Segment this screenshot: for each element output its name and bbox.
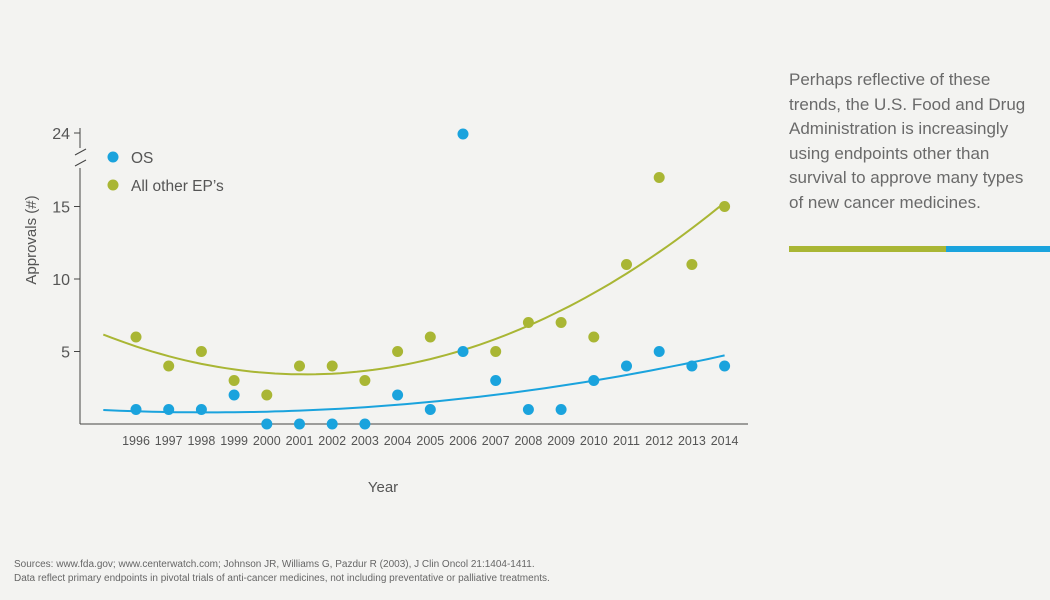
trendline-other	[102, 201, 726, 376]
x-tick-label: 2011	[613, 434, 640, 448]
accent-bar-green	[789, 246, 946, 252]
x-tick-label: 2003	[351, 434, 379, 448]
os-point	[130, 404, 142, 415]
y-tick-label: 10	[52, 272, 70, 289]
y-axis-title: Approvals (#)	[23, 195, 40, 284]
x-tick-label: 2005	[416, 434, 444, 448]
other-ep-point	[294, 360, 305, 372]
other-ep-point	[163, 360, 175, 372]
os-point	[555, 404, 567, 415]
data-note-line: Data reflect primary endpoints in pivota…	[14, 573, 550, 584]
other-ep-point	[424, 331, 436, 343]
other-ep-point	[392, 346, 404, 357]
os-point	[228, 389, 240, 401]
other-ep-point	[588, 331, 600, 343]
legend-label: All other EP’s	[131, 178, 224, 195]
x-tick-label: 2000	[253, 434, 281, 448]
x-tick-label: 2014	[711, 434, 739, 448]
other-ep-point	[490, 346, 502, 357]
legend-label: OS	[131, 150, 153, 167]
other-ep-point	[653, 172, 665, 183]
x-tick-label: 2002	[318, 434, 346, 448]
x-tick-label: 2007	[482, 434, 510, 448]
trendline-os	[103, 354, 725, 414]
axes: 5 10 15 24 1996 1997 1998 1999 2000 2001 2002 2003 2…	[23, 126, 748, 496]
x-tick-label: 1996	[122, 434, 150, 448]
legend-marker-other	[107, 179, 119, 191]
other-ep-point	[195, 346, 207, 357]
os-point	[457, 128, 469, 140]
x-tick-label: 2012	[645, 434, 673, 448]
os-point	[588, 375, 600, 386]
x-tick-label: 2010	[580, 434, 608, 448]
x-tick-label: 2006	[449, 434, 477, 448]
os-point	[424, 404, 436, 415]
os-point	[621, 360, 632, 372]
x-tick-label: 2004	[384, 434, 412, 448]
x-tick-label: 2008	[514, 434, 542, 448]
accent-bar	[789, 246, 1050, 252]
axis-break-mark	[74, 159, 87, 167]
other-ep-point	[130, 331, 142, 343]
x-tick-label: 2001	[286, 434, 314, 448]
os-point	[522, 404, 534, 415]
other-ep-point	[522, 317, 534, 328]
y-tick-label: 15	[52, 200, 70, 217]
other-ep-point	[228, 375, 240, 386]
x-tick-label: 1998	[187, 434, 215, 448]
x-tick-label: 2013	[678, 434, 706, 448]
os-point	[294, 418, 305, 430]
other-ep-point	[261, 389, 273, 401]
x-tick-label: 2009	[547, 434, 575, 448]
other-ep-point	[719, 201, 731, 212]
y-tick-label: 5	[61, 345, 70, 362]
x-axis-title: Year	[368, 479, 398, 496]
os-point	[457, 346, 469, 357]
os-point	[490, 375, 502, 386]
accent-bar-blue	[945, 246, 1050, 252]
other-ep-point	[686, 259, 698, 270]
os-point	[392, 389, 404, 401]
y-tick-label: 24	[52, 126, 70, 143]
other-ep-point	[326, 360, 338, 372]
axis-break-mark	[74, 148, 87, 156]
legend: OS All other EP’s	[107, 150, 224, 195]
os-point	[653, 346, 665, 357]
x-tick-label: 1999	[220, 434, 248, 448]
sources-line: Sources: www.fda.gov; www.centerwatch.co…	[14, 559, 535, 570]
other-ep-point	[555, 317, 567, 328]
data-points	[130, 128, 731, 430]
os-point	[686, 360, 698, 372]
side-note: Perhaps reflective of these trends, the …	[789, 70, 1026, 212]
trendlines	[102, 201, 726, 414]
other-ep-point	[359, 375, 371, 386]
os-point	[359, 418, 371, 430]
os-point	[261, 418, 273, 430]
legend-marker-os	[107, 151, 119, 163]
sources-note: Sources: www.fda.gov; www.centerwatch.co…	[14, 558, 550, 586]
other-ep-point	[621, 259, 632, 270]
x-tick-label: 1997	[155, 434, 183, 448]
os-point	[195, 404, 207, 415]
os-point	[719, 360, 731, 372]
os-point	[326, 418, 338, 430]
os-point	[163, 404, 175, 415]
